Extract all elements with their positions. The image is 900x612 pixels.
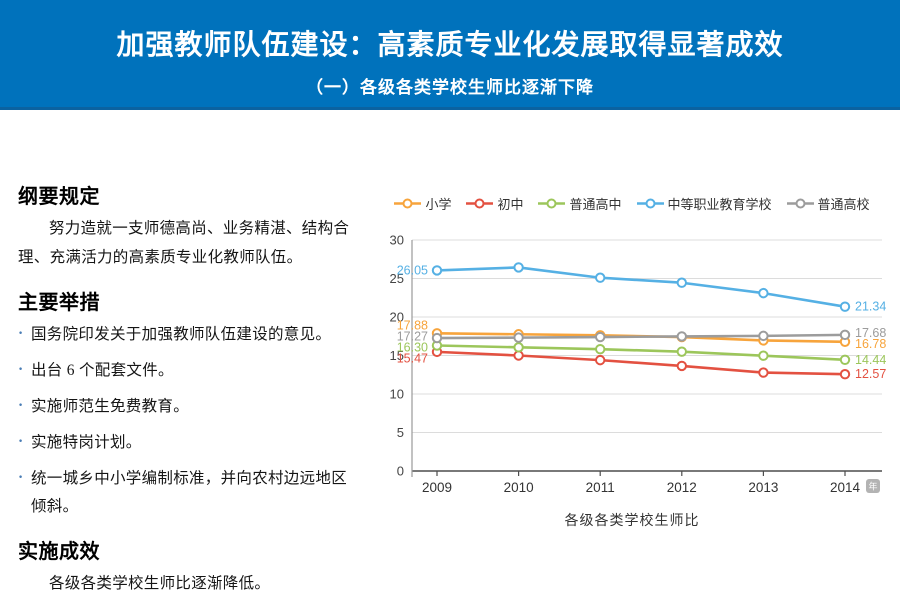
- chart-panel: 小学 初中 普通高中 中等职业教育学校 普通高校 0 5 10 15 20 25 30 2009 201…: [366, 194, 898, 530]
- page-title: 加强教师队伍建设：高素质专业化发展取得显著成效: [116, 29, 784, 60]
- y-tick-label: 30: [390, 233, 404, 248]
- section-heading: 实施成效: [18, 540, 100, 563]
- legend-item-1: 小学: [394, 194, 451, 213]
- data-point: [595, 343, 606, 355]
- bullet-dot-icon: ·: [18, 433, 24, 451]
- chart-caption: 各级各类学校生师比: [564, 512, 700, 528]
- series-line-3: [435, 344, 847, 362]
- page-subtitle: （一）各级各类学校生师比逐渐下降: [306, 78, 594, 97]
- x-tick-label: 2011: [586, 480, 615, 495]
- bullet-text: 实施师范生免费教育。: [31, 398, 190, 416]
- x-tick-label: 2010: [504, 480, 534, 495]
- x-tick-label: 2012: [667, 480, 697, 495]
- section-heading: 主要举措: [18, 292, 100, 315]
- bullet-dot-icon: ·: [18, 325, 24, 343]
- legend-marker-icon: [394, 198, 422, 209]
- data-point: [513, 262, 524, 273]
- data-point: [513, 332, 524, 343]
- bullet-item: · 实施师范生免费教育。: [18, 393, 358, 421]
- legend-marker-icon: [538, 198, 566, 209]
- y-tick-label: 5: [397, 425, 404, 440]
- section-1: 纲要规定努力造就一支师德高尚、业务精湛、结构合理、充满活力的高素质专业化教师队伍…: [18, 180, 358, 272]
- data-point: [839, 354, 851, 366]
- value-label-last: 12.57: [855, 367, 886, 381]
- y-tick-label: 25: [390, 271, 404, 286]
- data-point: [431, 265, 443, 276]
- legend-label: 中等职业教育学校: [667, 197, 772, 212]
- data-point: [758, 330, 769, 342]
- legend-marker-icon: [786, 198, 814, 209]
- data-point: [513, 342, 524, 353]
- x-tick-label: 2014: [830, 480, 861, 495]
- series-line-5: [435, 333, 847, 340]
- data-point: [758, 367, 769, 378]
- data-point: [595, 354, 606, 366]
- value-label-first: 26.05: [397, 263, 428, 277]
- data-point: [839, 301, 851, 312]
- legend-label: 普通高中: [569, 197, 622, 212]
- legend-label: 初中: [497, 197, 524, 212]
- y-tick-label: 15: [390, 348, 404, 363]
- x-tick-label: 2009: [422, 480, 452, 495]
- y-tick-label: 10: [390, 387, 404, 402]
- legend-label: 小学: [425, 197, 452, 212]
- section-3: 实施成效各级各类学校生师比逐渐降低。: [18, 535, 358, 599]
- bullet-item: · 出台 6 个配套文件。: [18, 357, 358, 385]
- data-point: [595, 331, 606, 343]
- x-tick-label: 2013: [748, 480, 778, 495]
- year-unit-badge-label: 年: [868, 481, 877, 492]
- bullet-item: · 实施特岗计划。: [18, 429, 358, 457]
- bullet-text: 国务院印发关于加强教师队伍建设的意见。: [31, 326, 332, 344]
- data-point: [676, 331, 687, 342]
- bullet-dot-icon: ·: [18, 468, 24, 486]
- data-point: [676, 360, 687, 372]
- legend-marker-icon: [466, 198, 494, 209]
- bullet-dot-icon: ·: [18, 397, 24, 415]
- line-chart: 0 5 10 15 20 25 30 2009 2010 2011 2012 2013 2014 年 26.…: [390, 233, 887, 496]
- legend-item-2: 初中: [466, 194, 523, 213]
- value-label-last: 21.34: [855, 300, 886, 314]
- data-point: [676, 346, 687, 357]
- section-paragraph: 各级各类学校生师比逐渐降低。: [49, 574, 271, 592]
- data-point: [513, 350, 524, 361]
- value-label-last: 17.68: [855, 326, 886, 340]
- data-point: [839, 329, 851, 341]
- legend-item-4: 中等职业教育学校: [636, 194, 772, 213]
- chart-legend: 小学 初中 普通高中 中等职业教育学校 普通高校: [366, 194, 898, 213]
- bullet-dot-icon: ·: [18, 361, 24, 379]
- bullet-text: 实施特岗计划。: [31, 434, 142, 452]
- legend-label: 普通高校: [817, 197, 870, 212]
- bullet-list: · 国务院印发关于加强教师队伍建设的意见。 · 出台 6 个配套文件。 · 实施师范生免费…: [18, 321, 358, 520]
- text-panel: 纲要规定努力造就一支师德高尚、业务精湛、结构合理、充满活力的高素质专业化教师队伍…: [18, 180, 358, 612]
- y-tick-label: 0: [397, 464, 404, 479]
- value-label-first: 16.30: [397, 341, 428, 355]
- bullet-text: 出台 6 个配套文件。: [31, 362, 174, 380]
- value-label-first: 15.47: [397, 352, 428, 366]
- series-line-4: [435, 266, 847, 308]
- y-tick-label: 20: [390, 310, 404, 325]
- year-unit-badge: [866, 479, 880, 493]
- section-2: 主要举措 · 国务院印发关于加强教师队伍建设的意见。 · 出台 6 个配套文件。 · 实施师…: [18, 286, 358, 520]
- data-point: [676, 277, 687, 288]
- value-label-first: 17.27: [397, 330, 428, 344]
- data-point: [839, 369, 851, 380]
- value-label-first: 17.88: [397, 319, 428, 333]
- legend-item-5: 普通高校: [786, 194, 870, 213]
- data-point: [758, 287, 769, 299]
- series-line-2: [435, 350, 847, 376]
- bullet-item: · 统一城乡中小学编制标准，并向农村边远地区倾斜。: [18, 465, 358, 521]
- data-point: [431, 332, 443, 344]
- data-point: [595, 272, 606, 283]
- bullet-item: · 国务院印发关于加强教师队伍建设的意见。: [18, 321, 358, 349]
- value-label-last: 16.78: [855, 337, 886, 351]
- legend-marker-icon: [636, 198, 664, 209]
- legend-item-3: 普通高中: [538, 194, 622, 213]
- data-point: [758, 350, 769, 361]
- value-label-last: 14.44: [855, 353, 886, 367]
- section-paragraph: 努力造就一支师德高尚、业务精湛、结构合理、充满活力的高素质专业化教师队伍。: [18, 220, 350, 266]
- bullet-text: 统一城乡中小学编制标准，并向农村边远地区倾斜。: [31, 469, 348, 515]
- section-heading: 纲要规定: [18, 186, 100, 208]
- header-banner: 加强教师队伍建设：高素质专业化发展取得显著成效 （一）各级各类学校生师比逐渐下降: [0, 0, 900, 110]
